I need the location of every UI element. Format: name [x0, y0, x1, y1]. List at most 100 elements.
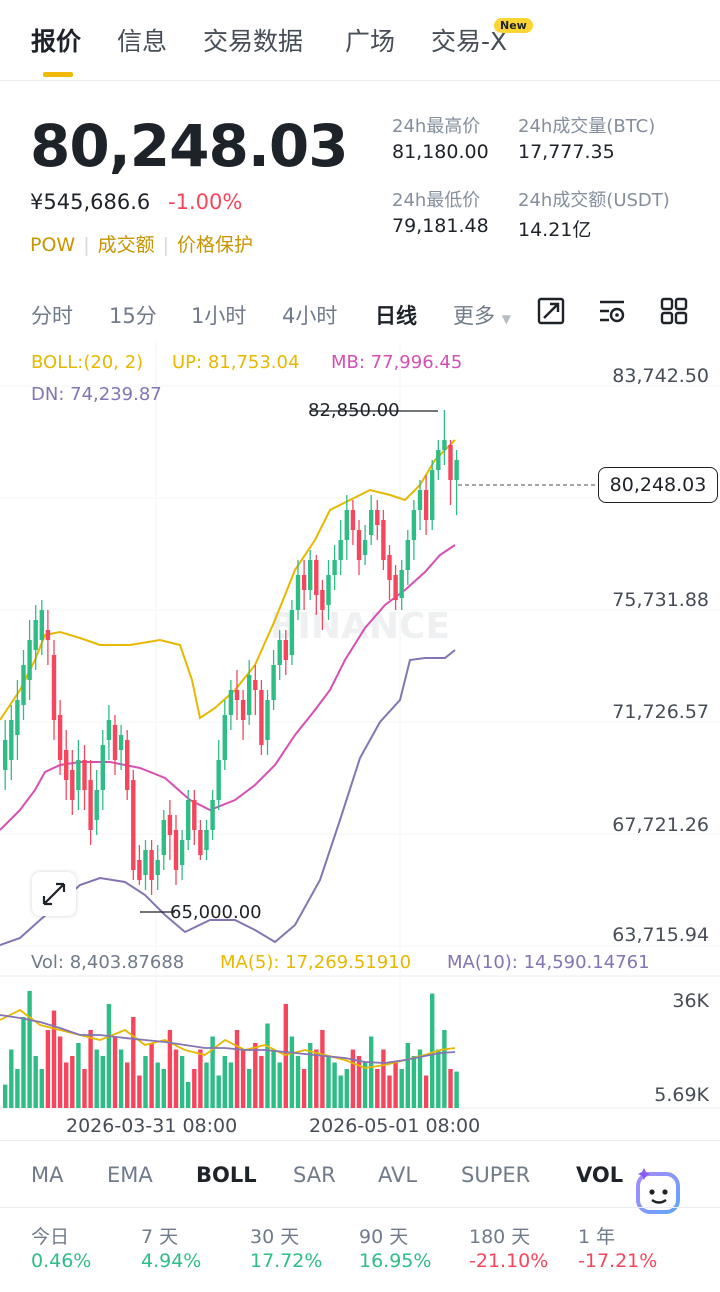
tab-trading-data[interactable]: 交易数据	[203, 27, 304, 56]
candle	[369, 495, 374, 545]
candle	[137, 845, 142, 885]
perf-label: 90 天	[359, 1226, 409, 1248]
candle-body	[393, 575, 398, 600]
perf-value: 4.94%	[141, 1250, 202, 1272]
volume-bar	[295, 1056, 301, 1108]
candle	[192, 790, 197, 845]
candle	[448, 440, 453, 505]
tag-turnover[interactable]: 成交额	[97, 234, 155, 256]
interval-more[interactable]: 更多 ▼	[453, 300, 511, 330]
candle	[442, 410, 447, 465]
volume-bar	[326, 1056, 331, 1108]
volume-bar	[332, 1062, 337, 1108]
indicator-settings-icon[interactable]	[597, 296, 627, 326]
volume-bar	[301, 1069, 307, 1108]
candle	[198, 820, 203, 860]
candle-body	[192, 800, 197, 830]
volume-bar	[76, 1043, 81, 1108]
tag-pow[interactable]: POW	[30, 234, 76, 256]
volume-bar	[344, 1069, 349, 1108]
ind-tab-super[interactable]: SUPER	[461, 1163, 531, 1187]
candle	[106, 705, 112, 760]
volume-bar	[369, 1036, 374, 1108]
volume-bar	[94, 1049, 99, 1108]
layout-grid-icon[interactable]	[659, 296, 689, 326]
volume-bar	[234, 1030, 240, 1108]
candle	[204, 820, 209, 860]
candle	[82, 745, 87, 810]
candle	[344, 495, 349, 560]
candle	[411, 500, 417, 560]
volume-bar	[210, 1036, 215, 1108]
fullscreen-chart-icon[interactable]	[536, 296, 566, 326]
tag-price-protection[interactable]: 价格保护	[177, 234, 254, 256]
tab-quote[interactable]: 报价	[31, 27, 82, 56]
candle-body	[314, 560, 319, 595]
interval-4h[interactable]: 4小时	[282, 304, 338, 328]
interval-1d[interactable]: 日线	[375, 304, 417, 328]
candle	[15, 680, 20, 760]
ind-tab-boll[interactable]: BOLL	[196, 1163, 257, 1187]
candle	[45, 610, 51, 665]
volume-bar	[179, 1056, 185, 1108]
interval-15m[interactable]: 15分	[109, 304, 157, 328]
volume-bar	[442, 1030, 447, 1108]
ind-tab-ema[interactable]: EMA	[107, 1163, 153, 1187]
volume-bar	[375, 1069, 380, 1108]
candle-body	[161, 820, 166, 855]
volume-bar	[70, 1056, 75, 1108]
candle-body	[100, 745, 105, 790]
candle-body	[216, 760, 221, 800]
candle	[70, 750, 75, 815]
tab-trade-x[interactable]: 交易-X	[431, 27, 508, 56]
candle-body	[112, 725, 118, 760]
price-axis-tick: 71,726.57	[612, 701, 709, 723]
boll-up-line	[0, 439, 456, 721]
ind-tab-vol[interactable]: VOL	[576, 1163, 624, 1187]
vol-usdt-label: 24h成交额(USDT)	[518, 190, 670, 211]
volume-bar	[216, 1075, 221, 1108]
volume-bar	[9, 1049, 14, 1108]
candle	[295, 560, 301, 620]
candle-body	[417, 490, 423, 510]
volume-bar	[228, 1062, 234, 1108]
candle	[216, 740, 221, 810]
interval-1h[interactable]: 1小时	[191, 304, 247, 328]
perf-value: 17.72%	[250, 1250, 323, 1272]
ind-tab-avl[interactable]: AVL	[378, 1163, 418, 1187]
ind-tab-sar[interactable]: SAR	[293, 1163, 336, 1187]
boll-dn-line	[0, 649, 456, 946]
tab-square[interactable]: 广场	[345, 27, 396, 56]
cny-price: ¥545,686.6	[30, 190, 151, 214]
candle	[64, 730, 69, 800]
candle	[326, 560, 331, 620]
volume-bar	[131, 1017, 136, 1108]
volume-bar	[393, 1062, 398, 1108]
candle	[393, 565, 398, 610]
volume-bar	[100, 1056, 105, 1108]
candle	[265, 690, 270, 755]
candle-body	[295, 575, 301, 610]
candle	[381, 510, 386, 570]
candle-body	[332, 560, 337, 575]
ai-assistant-button[interactable]	[632, 1166, 686, 1220]
candle	[186, 790, 191, 850]
tab-info[interactable]: 信息	[117, 27, 168, 56]
ind-tab-ma[interactable]: MA	[31, 1163, 64, 1187]
candle	[375, 500, 380, 540]
candle	[222, 700, 227, 770]
candlestick-chart[interactable]: BINANCE	[0, 340, 720, 1140]
candle	[301, 560, 307, 610]
candle	[387, 545, 392, 600]
interval-time[interactable]: 分时	[31, 304, 73, 328]
expand-chart-button[interactable]	[32, 872, 76, 916]
boll-mb-line	[0, 544, 456, 831]
candle-body	[362, 540, 368, 555]
watermark: BINANCE	[270, 606, 450, 647]
volume-bar	[167, 1030, 173, 1108]
candle-body	[356, 530, 362, 560]
candle	[33, 605, 38, 670]
volume-bar	[399, 1069, 404, 1108]
candle-body	[118, 735, 124, 750]
volume-bar	[45, 1030, 51, 1108]
